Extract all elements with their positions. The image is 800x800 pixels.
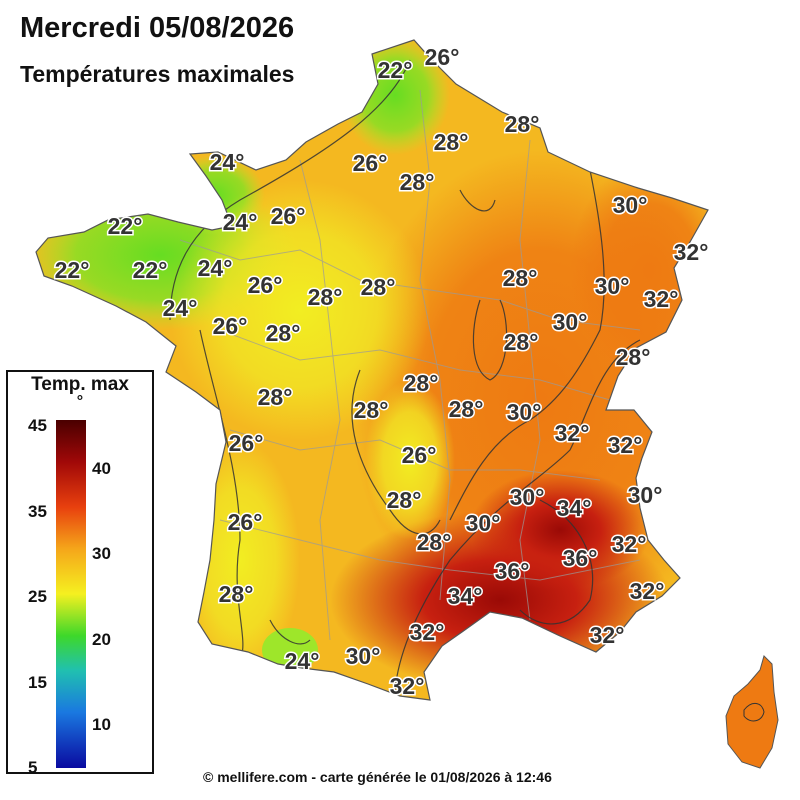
temperature-label: 28° [258, 384, 293, 410]
temperature-label: 26° [353, 150, 388, 176]
temperature-label: 30° [507, 399, 542, 425]
temperature-label: 26° [402, 442, 437, 468]
temperature-label: 30° [613, 192, 648, 218]
temperature-label: 22° [378, 57, 413, 83]
temperature-label: 32° [608, 432, 643, 458]
temperature-label: 24° [198, 255, 233, 281]
temperature-label: 30° [346, 643, 381, 669]
temperature-label: 28° [504, 329, 539, 355]
footer-credit: © mellifere.com - carte générée le 01/08… [203, 769, 552, 785]
temperature-label: 32° [674, 239, 709, 265]
legend-tick-5: 5 [28, 758, 38, 777]
temperature-label: 22° [108, 213, 143, 239]
temperature-label: 34° [448, 583, 483, 609]
legend-tick-10: 10 [92, 715, 111, 734]
temperature-label: 32° [390, 673, 425, 699]
temperature-label: 30° [466, 510, 501, 536]
legend-unit: ° [76, 393, 84, 410]
legend-color-scale [56, 420, 86, 768]
temperature-label: 28° [616, 344, 651, 370]
temperature-label: 28° [417, 529, 452, 555]
temperature-label: 30° [595, 273, 630, 299]
temperature-label: 28° [404, 370, 439, 396]
legend-tick-30: 30 [92, 544, 111, 563]
temperature-label: 30° [510, 484, 545, 510]
map-subtitle: Températures maximales [20, 61, 295, 87]
legend-tick-20: 20 [92, 630, 111, 649]
temperature-label: 32° [555, 420, 590, 446]
legend-panel: Temp. max ° 45 35 25 15 5 40 30 20 10 [6, 370, 154, 777]
corsica-island [725, 655, 779, 769]
temperature-label: 24° [163, 295, 198, 321]
temperature-label: 28° [434, 129, 469, 155]
legend-title: Temp. max [31, 374, 129, 395]
temperature-label: 24° [223, 209, 258, 235]
temperature-label: 28° [449, 396, 484, 422]
temperature-label: 28° [219, 581, 254, 607]
temperature-label: 24° [210, 149, 245, 175]
temperature-label: 26° [248, 272, 283, 298]
temperature-label: 28° [503, 265, 538, 291]
temperature-label: 24° [285, 648, 320, 674]
legend-tick-25: 25 [28, 587, 47, 606]
map-title: Mercredi 05/08/2026 [20, 12, 295, 44]
temperature-label: 32° [630, 578, 665, 604]
temperature-label: 32° [612, 531, 647, 557]
temperature-label: 30° [553, 309, 588, 335]
temperature-label: 32° [644, 286, 679, 312]
temperature-label: 26° [271, 203, 306, 229]
temperature-label: 34° [557, 495, 592, 521]
temperature-label: 26° [228, 509, 263, 535]
temperature-label: 32° [410, 619, 445, 645]
temperature-label: 26° [229, 430, 264, 456]
temperature-label: 36° [563, 545, 598, 571]
temperature-label: 26° [425, 44, 460, 70]
temperature-label: 28° [266, 320, 301, 346]
temperature-label: 28° [387, 487, 422, 513]
legend-tick-35: 35 [28, 502, 47, 521]
legend-tick-40: 40 [92, 459, 111, 478]
temperature-label: 28° [361, 274, 396, 300]
temperature-label: 32° [590, 622, 625, 648]
temperature-labels: 26°22°28°24° 26°28°28°22° 24° 26° 30°22°32°2… [53, 43, 710, 701]
temperature-label: 28° [505, 111, 540, 137]
temperature-label: 22° [133, 257, 168, 283]
temperature-label: 28° [354, 397, 389, 423]
temperature-label: 22° [55, 257, 90, 283]
temperature-label: 28° [308, 284, 343, 310]
legend-tick-15: 15 [28, 673, 47, 692]
temperature-label: 36° [495, 558, 530, 584]
temperature-label: 30° [628, 482, 663, 508]
temperature-label: 28° [400, 169, 435, 195]
legend-tick-45: 45 [28, 416, 47, 435]
temperature-label: 26° [213, 313, 248, 339]
